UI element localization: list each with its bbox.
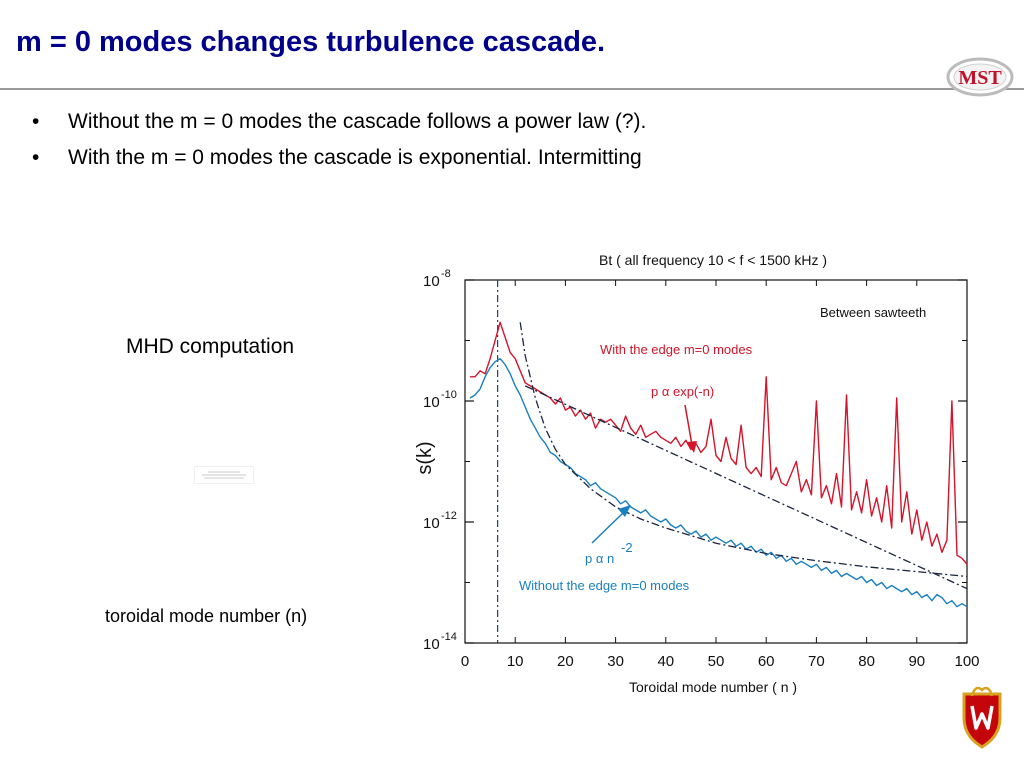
x-tick-label: 50 bbox=[708, 653, 725, 670]
slide-title: m = 0 modes changes turbulence cascade. bbox=[16, 26, 606, 58]
annotation-arrows bbox=[591, 404, 697, 544]
without-modes-line bbox=[469, 357, 968, 608]
x-tick-label: 60 bbox=[758, 653, 775, 670]
with-modes-line bbox=[470, 321, 968, 565]
y-tick-exponent: -8 bbox=[441, 268, 451, 280]
power-fit-label: p α n bbox=[585, 551, 614, 566]
x-tick-label: 100 bbox=[954, 653, 979, 670]
bullet-item: • With the m = 0 modes the cascade is ex… bbox=[32, 144, 646, 180]
y-axis-label: s(k) bbox=[414, 441, 436, 474]
power-fit-exponent: -2 bbox=[621, 540, 633, 555]
exp-fit-label: p α exp(-n) bbox=[651, 384, 714, 399]
bullet-text: With the m = 0 modes the cascade is expo… bbox=[68, 146, 642, 169]
y-tick-label: 10 bbox=[423, 273, 440, 290]
title-divider bbox=[0, 88, 1024, 90]
x-tick-label: 40 bbox=[657, 653, 674, 670]
mhd-computation-label: MHD computation bbox=[126, 335, 295, 358]
exp-fit-line bbox=[524, 385, 968, 590]
toroidal-mode-label: toroidal mode number (n) bbox=[105, 606, 308, 626]
x-tick-label: 30 bbox=[607, 653, 624, 670]
mst-logo: MST bbox=[946, 57, 1014, 97]
power-fit-arrowhead bbox=[618, 505, 631, 517]
x-tick-label: 10 bbox=[507, 653, 524, 670]
power-fit-arrow bbox=[591, 510, 626, 544]
with-modes-label: With the edge m=0 modes bbox=[600, 342, 753, 357]
y-tick-label: 10 bbox=[423, 636, 440, 653]
exp-fit-arrow bbox=[684, 404, 693, 446]
x-tick-label: 80 bbox=[858, 653, 875, 670]
university-crest-logo bbox=[962, 686, 1002, 749]
bullet-item: • Without the m = 0 modes the cascade fo… bbox=[32, 108, 646, 144]
exp-fit-arrowhead bbox=[687, 441, 697, 453]
bullet-list: • Without the m = 0 modes the cascade fo… bbox=[32, 108, 646, 180]
x-tick-label: 20 bbox=[557, 653, 574, 670]
bullet-dot: • bbox=[32, 110, 40, 133]
y-tick-label: 10 bbox=[423, 394, 440, 411]
mst-logo-text: MST bbox=[958, 67, 1002, 89]
y-tick-exponent: -12 bbox=[441, 510, 457, 522]
missing-image-placeholder bbox=[194, 466, 254, 484]
x-axis-label: Toroidal mode number ( n ) bbox=[629, 679, 797, 695]
bullet-text: Without the m = 0 modes the cascade foll… bbox=[68, 110, 647, 133]
chart-title: Bt ( all frequency 10 < f < 1500 kHz ) bbox=[599, 252, 827, 268]
bullet-dot: • bbox=[32, 146, 40, 169]
x-tick-label: 70 bbox=[808, 653, 825, 670]
x-tick-label: 90 bbox=[908, 653, 925, 670]
regime-label: Between sawteeth bbox=[820, 305, 926, 320]
without-modes-label: Without the edge m=0 modes bbox=[519, 578, 690, 593]
y-tick-exponent: -14 bbox=[441, 631, 457, 643]
x-tick-label: 0 bbox=[461, 653, 469, 670]
power-fit-line bbox=[519, 322, 968, 578]
y-tick-label: 10 bbox=[423, 515, 440, 532]
y-tick-exponent: -10 bbox=[441, 389, 457, 401]
